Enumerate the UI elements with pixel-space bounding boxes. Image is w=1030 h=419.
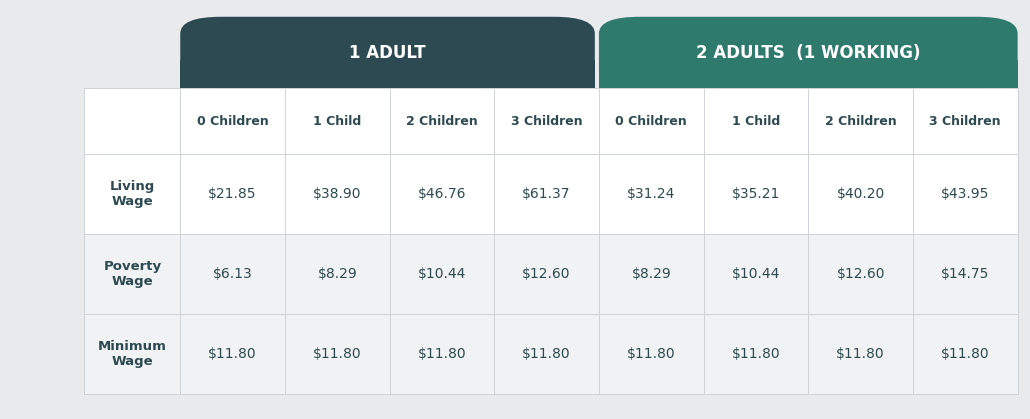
Text: $11.80: $11.80	[313, 347, 362, 361]
Text: $11.80: $11.80	[836, 347, 885, 361]
Text: 2 ADULTS  (1 WORKING): 2 ADULTS (1 WORKING)	[696, 44, 921, 62]
Text: Living
Wage: Living Wage	[110, 180, 154, 208]
Text: $11.80: $11.80	[522, 347, 571, 361]
Bar	[84, 88, 1018, 394]
Text: $8.29: $8.29	[317, 267, 357, 281]
Bar	[180, 60, 595, 88]
Bar	[599, 60, 1018, 88]
Text: $43.95: $43.95	[941, 187, 990, 201]
Text: $11.80: $11.80	[627, 347, 676, 361]
Text: $10.44: $10.44	[418, 267, 467, 281]
Text: Poverty
Wage: Poverty Wage	[103, 260, 162, 288]
Bar	[84, 234, 1018, 314]
Text: $38.90: $38.90	[313, 187, 362, 201]
Text: $8.29: $8.29	[631, 267, 672, 281]
Text: 1 Child: 1 Child	[313, 115, 362, 128]
Text: $12.60: $12.60	[836, 267, 885, 281]
Text: 0 Children: 0 Children	[197, 115, 269, 128]
Text: 0 Children: 0 Children	[615, 115, 687, 128]
Text: $46.76: $46.76	[418, 187, 467, 201]
Text: $40.20: $40.20	[836, 187, 885, 201]
Text: $11.80: $11.80	[941, 347, 990, 361]
Text: Minimum
Wage: Minimum Wage	[98, 340, 167, 368]
Text: $11.80: $11.80	[208, 347, 256, 361]
Text: $35.21: $35.21	[731, 187, 780, 201]
Text: $14.75: $14.75	[941, 267, 990, 281]
Text: 2 Children: 2 Children	[825, 115, 896, 128]
FancyBboxPatch shape	[599, 17, 1018, 88]
Text: 3 Children: 3 Children	[511, 115, 582, 128]
Text: 1 ADULT: 1 ADULT	[349, 44, 425, 62]
Text: 1 Child: 1 Child	[732, 115, 780, 128]
FancyBboxPatch shape	[180, 17, 595, 88]
Text: $11.80: $11.80	[417, 347, 467, 361]
Text: $21.85: $21.85	[208, 187, 256, 201]
Text: $10.44: $10.44	[731, 267, 780, 281]
Text: $12.60: $12.60	[522, 267, 571, 281]
Text: 3 Children: 3 Children	[929, 115, 1001, 128]
Bar	[84, 155, 1018, 234]
Text: $11.80: $11.80	[731, 347, 781, 361]
Text: $31.24: $31.24	[627, 187, 676, 201]
Text: 2 Children: 2 Children	[406, 115, 478, 128]
Bar	[84, 314, 1018, 394]
Text: $6.13: $6.13	[213, 267, 252, 281]
Text: $61.37: $61.37	[522, 187, 571, 201]
